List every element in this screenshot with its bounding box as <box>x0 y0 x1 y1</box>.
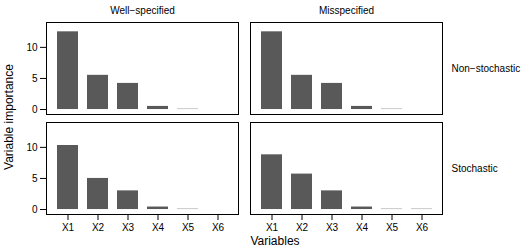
svg-text:X4: X4 <box>152 222 165 233</box>
svg-text:X6: X6 <box>416 222 429 233</box>
svg-text:10: 10 <box>26 42 38 53</box>
svg-text:X1: X1 <box>62 222 75 233</box>
svg-text:0: 0 <box>32 104 38 115</box>
svg-text:X6: X6 <box>212 222 225 233</box>
svg-text:X1: X1 <box>266 222 279 233</box>
html-text:Variables: Variables <box>250 234 300 248</box>
svg-text:10: 10 <box>26 142 38 153</box>
svg-text:Non−stochastic: Non−stochastic <box>452 63 521 74</box>
svg-text:Misspecified: Misspecified <box>319 5 374 16</box>
html-text:Variable importance: Variable importance <box>2 64 16 170</box>
svg-text:X3: X3 <box>326 222 339 233</box>
svg-text:0: 0 <box>32 204 38 215</box>
svg-text:X5: X5 <box>182 222 195 233</box>
svg-text:X5: X5 <box>386 222 399 233</box>
svg-text:X4: X4 <box>356 222 369 233</box>
svg-text:Well−specified: Well−specified <box>110 5 175 16</box>
svg-text:X2: X2 <box>92 222 105 233</box>
svg-text:X2: X2 <box>296 222 309 233</box>
svg-text:Stochastic: Stochastic <box>452 163 498 174</box>
svg-text:5: 5 <box>32 73 38 84</box>
svg-text:X3: X3 <box>122 222 135 233</box>
svg-text:5: 5 <box>32 173 38 184</box>
